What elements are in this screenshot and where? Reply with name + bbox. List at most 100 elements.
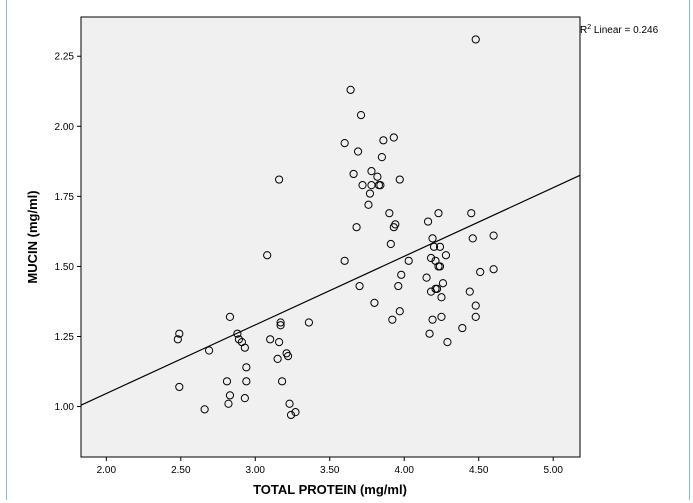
y-tick-label: 1.50 (55, 262, 75, 273)
data-point (365, 189, 375, 198)
data-point (438, 279, 448, 288)
x-axis-title: TOTAL PROTEIN (mg/ml) (253, 482, 407, 497)
data-point (263, 251, 272, 260)
data-point (395, 175, 404, 184)
data-point (428, 315, 437, 324)
data-point (234, 335, 243, 344)
data-point (468, 234, 477, 243)
scatter-chart: 2.00 2.50 3.00 3.50 4.00 4.50 5.00 1.00 1.25 1.5… (25, 16, 659, 497)
fit-line (80, 174, 581, 406)
data-point (225, 312, 235, 321)
data-point (428, 234, 437, 243)
data-point (370, 298, 379, 307)
data-point (458, 323, 467, 333)
y-tick-label: 2.00 (55, 122, 75, 133)
x-tick-label: 4.00 (394, 465, 414, 476)
data-point (437, 312, 446, 321)
data-point (340, 139, 349, 148)
data-point (404, 256, 413, 265)
data-point (373, 172, 382, 181)
data-point (426, 253, 436, 263)
data-point (443, 337, 452, 347)
data-point (391, 220, 400, 229)
data-point (422, 273, 431, 282)
y-axis-title: MUCIN (mg/ml) (25, 190, 40, 283)
fit-line-layer (80, 174, 581, 406)
data-point (233, 329, 242, 338)
data-point (277, 377, 287, 386)
data-point (175, 382, 184, 392)
data-point (364, 200, 373, 209)
fit-label-superscript: 2 (587, 24, 591, 31)
data-point (367, 167, 376, 176)
data-point (275, 337, 284, 347)
data-point (291, 408, 300, 417)
data-point (173, 335, 182, 344)
x-tick-label: 3.00 (246, 465, 266, 476)
fit-line-label: R2 Linear = 0.246 (580, 24, 659, 36)
data-point (273, 354, 282, 364)
data-point (489, 265, 498, 274)
data-point (465, 287, 474, 296)
data-point (429, 242, 439, 251)
data-point (242, 377, 251, 386)
data-point (434, 209, 443, 218)
fit-label-suffix: Linear = 0.246 (591, 25, 658, 36)
x-tick-label: 2.50 (171, 465, 191, 476)
data-point (471, 312, 480, 321)
y-tick-label: 1.00 (55, 402, 75, 413)
data-point (394, 281, 403, 291)
data-point (286, 410, 296, 420)
data-point (441, 251, 451, 260)
data-point (240, 394, 249, 403)
chart-frame: 2.00 2.50 3.00 3.50 4.00 4.50 5.00 1.00 1.25 1.5… (6, 0, 690, 500)
data-point (353, 147, 363, 156)
data-point (355, 281, 364, 291)
data-points (173, 35, 498, 420)
data-point (489, 231, 498, 240)
y-tick-label: 1.25 (55, 332, 75, 343)
data-point (467, 209, 476, 218)
data-point (340, 256, 349, 265)
data-point (275, 175, 284, 184)
data-point (276, 321, 285, 330)
y-axis-ticks: 1.00 1.25 1.50 1.75 2.00 2.25 (55, 52, 81, 413)
data-point (224, 399, 233, 408)
fit-label-prefix: R (580, 25, 587, 36)
data-point (432, 284, 442, 293)
data-point (437, 293, 446, 302)
data-point (379, 136, 388, 145)
data-point (205, 346, 214, 355)
data-point (242, 363, 251, 372)
data-point (377, 153, 386, 162)
data-point (349, 169, 358, 179)
data-point (476, 267, 485, 277)
data-point (304, 318, 314, 327)
y-tick-label: 2.25 (55, 52, 75, 63)
y-tick-label: 1.75 (55, 192, 75, 203)
data-point (376, 181, 385, 190)
data-point (425, 329, 434, 338)
data-point (386, 239, 395, 249)
data-point (285, 399, 294, 408)
data-point (352, 223, 361, 232)
x-tick-label: 2.00 (97, 465, 117, 476)
data-point (240, 343, 249, 352)
plot-area (80, 16, 581, 458)
x-tick-label: 3.50 (320, 465, 340, 476)
data-point (435, 262, 445, 271)
data-point (389, 133, 398, 142)
data-point (385, 209, 394, 218)
data-point (471, 35, 480, 44)
data-point (397, 270, 406, 279)
data-point (283, 352, 293, 361)
x-tick-label: 5.00 (543, 465, 563, 476)
data-point (356, 110, 366, 120)
data-point (346, 85, 355, 94)
data-point (200, 405, 209, 414)
data-point (423, 217, 433, 226)
data-point (435, 242, 445, 251)
data-point (358, 181, 367, 190)
data-point (388, 315, 397, 324)
x-axis-ticks: 2.00 2.50 3.00 3.50 4.00 4.50 5.00 (97, 457, 563, 476)
